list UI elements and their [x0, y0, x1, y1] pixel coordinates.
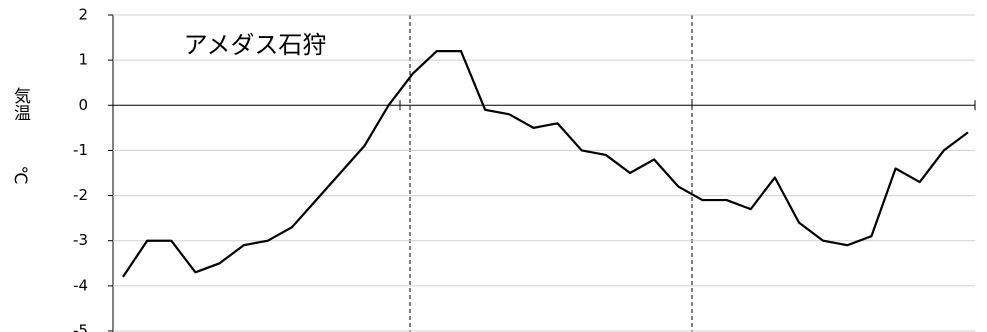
y-axis-label: 気温	[10, 87, 31, 121]
y-tick-label: -2	[73, 186, 88, 204]
line	[122, 50, 969, 278]
y-tick-label: 2	[78, 6, 88, 24]
y-tick-label: 1	[78, 51, 88, 69]
y-tick-label: -1	[73, 141, 88, 159]
y-tick-label: -3	[73, 231, 88, 249]
y-tick-label: -4	[73, 276, 88, 294]
y-axis-unit: ℃	[10, 165, 30, 184]
y-tick-label: -5	[73, 322, 88, 332]
chart-title: アメダス石狩	[184, 31, 327, 59]
y-tick-label: 0	[78, 96, 88, 114]
